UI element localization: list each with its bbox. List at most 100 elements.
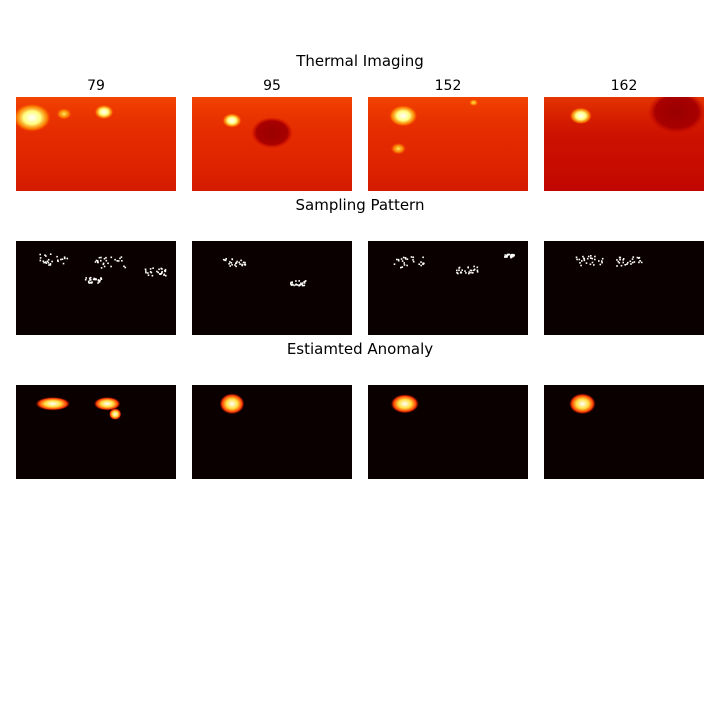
heatmap-2-152: [368, 385, 528, 479]
sample-point: [476, 269, 479, 272]
anomaly-blob: [219, 393, 245, 415]
panel-1-152: [368, 241, 528, 335]
sample-point: [241, 263, 243, 266]
sample-point: [510, 255, 513, 258]
anomaly-blob: [109, 408, 122, 420]
sample-point: [639, 260, 641, 262]
heatmap-2-95: [192, 385, 352, 479]
sample-point: [505, 256, 508, 258]
sample-point: [507, 254, 509, 256]
sample-point: [44, 254, 46, 256]
sample-point: [91, 281, 93, 283]
sample-point: [145, 271, 147, 274]
sample-point: [470, 271, 472, 274]
sample-point: [95, 259, 98, 262]
sample-point: [586, 257, 589, 260]
sample-point: [579, 262, 581, 264]
sample-point: [472, 272, 474, 274]
sample-point: [92, 278, 95, 281]
sample-point: [99, 279, 101, 282]
sample-point: [616, 265, 618, 267]
sample-point: [581, 260, 583, 262]
panel-2-79: [16, 385, 176, 479]
panel-2-152: [368, 385, 528, 479]
sample-point: [410, 256, 413, 258]
sample-point: [89, 281, 92, 284]
sample-point: [619, 256, 622, 259]
sample-point: [616, 259, 618, 261]
sample-point: [460, 271, 462, 273]
sample-point: [504, 256, 506, 258]
sample-cluster: [222, 258, 247, 268]
sample-point: [476, 271, 479, 273]
sample-point: [95, 278, 97, 280]
panel-0-152: [368, 97, 528, 191]
sample-point: [622, 259, 624, 261]
sample-point: [46, 260, 49, 263]
sample-point: [100, 259, 102, 262]
sample-point: [156, 270, 158, 273]
sample-point: [242, 261, 245, 264]
sample-point: [235, 262, 237, 265]
sample-point: [160, 267, 162, 270]
sample-cluster: [39, 253, 69, 266]
heatmap-2-79: [16, 385, 176, 479]
sample-point: [456, 271, 458, 274]
sample-point: [47, 258, 50, 261]
sample-point: [147, 274, 150, 276]
sample-point: [45, 255, 47, 257]
sample-cluster: [456, 265, 479, 275]
sample-point: [301, 282, 304, 284]
sample-point: [231, 263, 233, 266]
sample-cluster: [290, 280, 307, 287]
sample-point: [469, 269, 472, 272]
sample-point: [163, 274, 165, 276]
col-label-152: 152: [434, 78, 462, 94]
sample-point: [456, 269, 458, 272]
sample-point: [601, 261, 603, 264]
sample-cluster: [616, 256, 643, 267]
sample-point: [458, 266, 461, 269]
sample-point: [622, 258, 625, 260]
sample-point: [598, 260, 600, 262]
anomaly-blob: [569, 393, 596, 415]
sample-point: [243, 263, 246, 266]
sample-point: [404, 257, 407, 259]
sample-point: [575, 256, 578, 259]
sample-point: [404, 258, 407, 260]
sample-point: [89, 279, 92, 281]
heatmap-0-162: [544, 97, 704, 191]
thermal-hotspot: [16, 103, 52, 133]
panel-0-162: [544, 97, 704, 191]
sample-point: [303, 281, 305, 283]
sample-point: [152, 267, 154, 269]
sample-point: [464, 270, 466, 272]
sample-point: [114, 258, 116, 261]
panel-1-162: [544, 241, 704, 335]
thermal-hotspot: [388, 105, 418, 127]
sample-point: [105, 256, 107, 259]
sample-point: [587, 255, 590, 258]
sample-point: [630, 263, 632, 265]
sample-point: [49, 253, 52, 255]
anomaly-blob: [390, 394, 419, 414]
sample-point: [468, 271, 470, 273]
sample-point: [412, 259, 414, 261]
sample-point: [509, 255, 512, 258]
sample-point: [636, 256, 639, 259]
sample-point: [57, 259, 59, 262]
sample-point: [44, 261, 47, 263]
sample-point: [638, 257, 640, 259]
thermal-hotspot: [569, 107, 592, 125]
heatmap-0-79: [16, 97, 176, 191]
sample-point: [158, 268, 160, 271]
sample-point: [401, 260, 404, 262]
heatmap-1-162: [544, 241, 704, 335]
sample-point: [593, 264, 595, 266]
sample-point: [291, 281, 293, 284]
sample-point: [510, 254, 512, 257]
sample-point: [393, 263, 396, 265]
sample-point: [510, 256, 513, 259]
heatmap-0-95: [192, 97, 352, 191]
sample-point: [97, 261, 99, 264]
